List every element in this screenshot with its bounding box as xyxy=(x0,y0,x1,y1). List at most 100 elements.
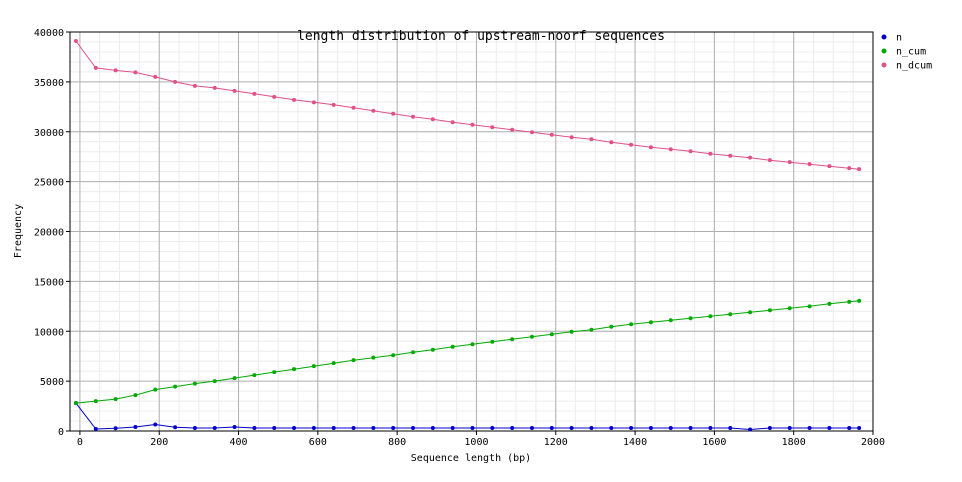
data-point-n xyxy=(450,426,455,431)
data-point-n xyxy=(767,426,772,431)
x-tick-label: 400 xyxy=(229,437,247,448)
x-tick-label: 600 xyxy=(309,437,327,448)
data-point-n xyxy=(391,426,396,431)
data-point-n xyxy=(748,427,753,432)
data-point-n_cum xyxy=(73,401,78,406)
legend-label-n_dcum: n_dcum xyxy=(896,61,932,72)
data-point-n_dcum xyxy=(212,85,217,90)
data-point-n_dcum xyxy=(73,38,78,43)
x-tick-label: 0 xyxy=(77,437,83,448)
data-point-n xyxy=(430,426,435,431)
legend-marker-n xyxy=(881,34,887,40)
y-tick-label: 0 xyxy=(58,427,64,438)
data-point-n_cum xyxy=(212,379,217,384)
data-point-n xyxy=(232,425,237,430)
data-point-n_dcum xyxy=(450,120,455,125)
data-point-n xyxy=(510,426,515,431)
x-tick-label: 1800 xyxy=(782,437,806,448)
data-point-n_cum xyxy=(450,344,455,349)
legend-marker-n_dcum xyxy=(881,62,887,68)
data-point-n_cum xyxy=(351,358,356,363)
data-point-n_dcum xyxy=(470,122,475,127)
data-point-n xyxy=(490,426,495,431)
data-point-n_dcum xyxy=(688,149,693,154)
data-point-n xyxy=(569,426,574,431)
data-point-n_dcum xyxy=(133,70,138,75)
chart-title: length distribution of upstream-noorf se… xyxy=(297,29,665,44)
data-point-n xyxy=(113,426,118,431)
data-point-n_cum xyxy=(153,387,158,392)
data-point-n_dcum xyxy=(510,127,515,132)
data-point-n_cum xyxy=(311,364,316,369)
data-point-n xyxy=(847,426,852,431)
data-point-n xyxy=(688,426,693,431)
data-point-n xyxy=(609,426,614,431)
data-point-n_dcum xyxy=(93,65,98,70)
data-point-n_cum xyxy=(609,324,614,329)
data-point-n_cum xyxy=(708,314,713,319)
data-point-n_cum xyxy=(173,384,178,389)
data-point-n_dcum xyxy=(311,100,316,105)
data-point-n_cum xyxy=(331,361,336,366)
data-point-n_cum xyxy=(232,376,237,381)
data-point-n_cum xyxy=(767,308,772,313)
data-point-n_cum xyxy=(629,322,634,327)
data-point-n_cum xyxy=(748,310,753,315)
data-point-n_dcum xyxy=(629,142,634,147)
y-axis-label: Frequency xyxy=(13,204,24,258)
data-point-n xyxy=(153,422,158,427)
x-tick-label: 800 xyxy=(388,437,406,448)
data-point-n_dcum xyxy=(549,132,554,137)
data-point-n_cum xyxy=(549,332,554,337)
data-point-n_dcum xyxy=(272,94,277,99)
data-point-n_dcum xyxy=(529,130,534,135)
y-tick-label: 35000 xyxy=(34,78,64,89)
data-point-n_cum xyxy=(292,367,297,372)
data-point-n_dcum xyxy=(668,147,673,152)
data-point-n_cum xyxy=(510,337,515,342)
data-point-n_dcum xyxy=(411,114,416,119)
data-point-n xyxy=(331,426,336,431)
data-point-n_dcum xyxy=(787,160,792,165)
data-point-n_cum xyxy=(847,299,852,304)
data-point-n_cum xyxy=(470,342,475,347)
data-point-n_dcum xyxy=(728,153,733,158)
y-tick-label: 30000 xyxy=(34,128,64,139)
y-tick-label: 25000 xyxy=(34,178,64,189)
data-point-n xyxy=(351,426,356,431)
data-point-n_cum xyxy=(827,301,832,306)
data-point-n xyxy=(857,426,862,431)
data-point-n_cum xyxy=(391,353,396,358)
x-tick-label: 1000 xyxy=(464,437,488,448)
data-point-n_cum xyxy=(569,329,574,334)
y-tick-label: 15000 xyxy=(34,277,64,288)
data-point-n_dcum xyxy=(113,68,118,73)
data-point-n xyxy=(629,426,634,431)
data-point-n xyxy=(173,425,178,430)
data-point-n xyxy=(708,426,713,431)
data-point-n_dcum xyxy=(807,162,812,167)
data-point-n_dcum xyxy=(351,105,356,110)
data-point-n_dcum xyxy=(748,155,753,160)
data-point-n_dcum xyxy=(331,102,336,107)
data-point-n_dcum xyxy=(292,97,297,102)
data-point-n_dcum xyxy=(153,74,158,79)
y-tick-label: 5000 xyxy=(40,377,64,388)
series-layer xyxy=(73,38,862,432)
data-point-n_dcum xyxy=(192,83,197,88)
data-point-n xyxy=(212,426,217,431)
data-point-n xyxy=(411,426,416,431)
data-point-n_cum xyxy=(728,312,733,317)
data-point-n_dcum xyxy=(232,88,237,93)
data-point-n_cum xyxy=(529,334,534,339)
data-point-n_cum xyxy=(648,320,653,325)
legend-label-n: n xyxy=(896,33,902,44)
y-axis-ticks: 0 5000 10000 15000 20000 25000 30000 35000 40000 xyxy=(34,28,70,438)
data-point-n_cum xyxy=(589,327,594,332)
data-point-n_dcum xyxy=(569,135,574,140)
legend-marker-n_cum xyxy=(881,48,887,54)
data-point-n_dcum xyxy=(430,117,435,122)
x-tick-label: 1600 xyxy=(702,437,726,448)
data-point-n_cum xyxy=(93,399,98,404)
data-point-n_dcum xyxy=(827,164,832,169)
